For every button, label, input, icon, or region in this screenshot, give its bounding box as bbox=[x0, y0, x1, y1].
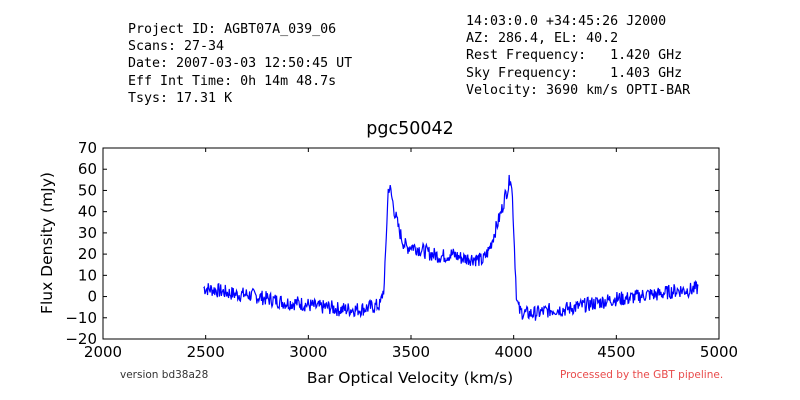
header-left-line: Tsys: 17.31 K bbox=[128, 90, 233, 106]
header-left-line: Project ID: AGBT07A_039_06 bbox=[128, 22, 337, 37]
header-right: 14:03:0.0 +34:45:26 J2000 AZ: 286.4, EL: … bbox=[466, 13, 690, 99]
y-tick-label: 60 bbox=[78, 160, 97, 178]
chart-title: pgc50042 bbox=[366, 119, 454, 139]
spectrum-line bbox=[203, 174, 699, 321]
header-right-line: Rest Frequency: 1.420 GHz bbox=[466, 48, 683, 64]
y-tick-label: 20 bbox=[78, 245, 97, 263]
header-left-line: Date: 2007-03-03 12:50:45 UT bbox=[128, 56, 353, 72]
x-axis-label: Bar Optical Velocity (km/s) bbox=[307, 369, 513, 387]
x-tick-label: 4000 bbox=[495, 343, 533, 361]
header-right-line: Sky Frequency: 1.403 GHz bbox=[466, 65, 683, 81]
header-left-line: Eff Int Time: 0h 14m 48.7s bbox=[128, 73, 337, 89]
y-tick-label: 30 bbox=[78, 224, 97, 242]
header-left-line: Scans: 27-34 bbox=[128, 39, 225, 55]
x-tick-label: 4500 bbox=[597, 343, 635, 361]
y-tick-label: −10 bbox=[65, 309, 97, 327]
pipeline-note: Processed by the GBT pipeline. bbox=[560, 369, 724, 381]
plot-area: 2000 2500 3000 3500 4000 4500 5000 −20 −10 0 10 20 3… bbox=[65, 139, 738, 361]
header-right-line: 14:03:0.0 +34:45:26 J2000 bbox=[466, 14, 667, 29]
header-left: Project ID: AGBT07A_039_06 Scans: 27-34 Da… bbox=[128, 21, 352, 107]
x-tick-label: 2500 bbox=[187, 343, 225, 361]
x-tick-label: 3000 bbox=[289, 343, 327, 361]
y-tick-label: 40 bbox=[78, 203, 97, 221]
header-right-line: AZ: 286.4, EL: 40.2 bbox=[466, 31, 619, 47]
y-axis-label: Flux Density (mJy) bbox=[38, 172, 56, 314]
x-tick-label: 3500 bbox=[392, 343, 430, 361]
x-tick-label: 2000 bbox=[84, 343, 122, 361]
y-tick-label: −20 bbox=[65, 330, 97, 348]
y-tick-label: 0 bbox=[87, 288, 97, 306]
plot-frame bbox=[102, 147, 720, 340]
y-tick-label: 70 bbox=[78, 139, 97, 157]
x-tick-label: 5000 bbox=[700, 343, 738, 361]
header-right-line: Velocity: 3690 km/s OPTI-BAR bbox=[466, 82, 691, 98]
y-tick-label: 50 bbox=[78, 181, 97, 199]
version-note: version bd38a28 bbox=[120, 369, 209, 381]
y-tick-label: 10 bbox=[78, 266, 97, 284]
